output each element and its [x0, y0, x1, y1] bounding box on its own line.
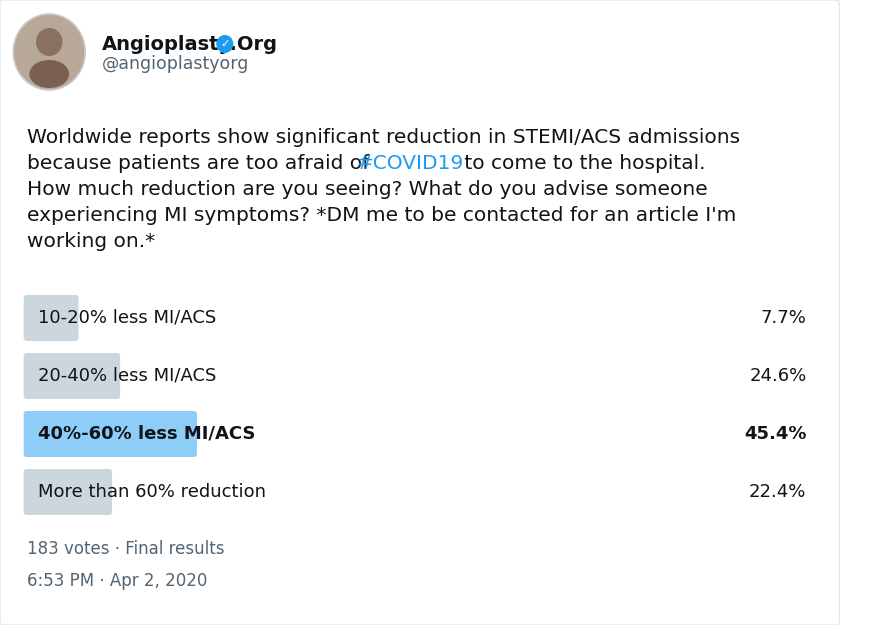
Text: #COVID19: #COVID19: [356, 154, 463, 173]
Text: Angioplasty.Org: Angioplasty.Org: [102, 34, 278, 54]
Text: working on.*: working on.*: [27, 232, 154, 251]
Polygon shape: [13, 14, 85, 90]
FancyBboxPatch shape: [24, 411, 197, 457]
Text: 6:53 PM · Apr 2, 2020: 6:53 PM · Apr 2, 2020: [27, 572, 206, 590]
Circle shape: [216, 35, 233, 53]
Text: 24.6%: 24.6%: [749, 367, 805, 385]
Text: 22.4%: 22.4%: [749, 483, 805, 501]
Text: ✓: ✓: [220, 39, 229, 49]
Ellipse shape: [29, 60, 69, 88]
Text: 10-20% less MI/ACS: 10-20% less MI/ACS: [38, 309, 216, 327]
Text: 40%-60% less MI/ACS: 40%-60% less MI/ACS: [38, 425, 255, 443]
Text: 20-40% less MI/ACS: 20-40% less MI/ACS: [38, 367, 216, 385]
FancyBboxPatch shape: [24, 353, 120, 399]
Text: to come to the hospital.: to come to the hospital.: [457, 154, 704, 173]
Text: More than 60% reduction: More than 60% reduction: [38, 483, 266, 501]
Text: @angioplastyorg: @angioplastyorg: [102, 55, 249, 73]
FancyBboxPatch shape: [24, 469, 112, 515]
Text: How much reduction are you seeing? What do you advise someone: How much reduction are you seeing? What …: [27, 180, 706, 199]
Text: 183 votes · Final results: 183 votes · Final results: [27, 540, 224, 558]
Text: experiencing MI symptoms? *DM me to be contacted for an article I'm: experiencing MI symptoms? *DM me to be c…: [27, 206, 735, 225]
FancyBboxPatch shape: [0, 0, 839, 625]
Circle shape: [36, 28, 62, 56]
FancyBboxPatch shape: [24, 295, 79, 341]
Text: 45.4%: 45.4%: [743, 425, 805, 443]
Text: because patients are too afraid of: because patients are too afraid of: [27, 154, 375, 173]
Text: Worldwide reports show significant reduction in STEMI/ACS admissions: Worldwide reports show significant reduc…: [27, 128, 739, 147]
Text: 7.7%: 7.7%: [759, 309, 805, 327]
